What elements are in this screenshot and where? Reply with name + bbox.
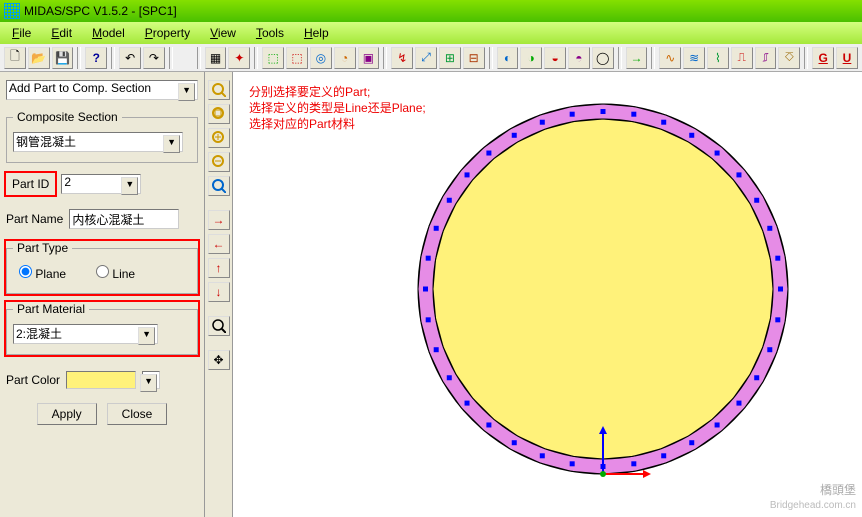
line-radio-label[interactable]: Line	[96, 265, 135, 281]
arrow-right-icon[interactable]: →	[208, 210, 230, 230]
pan-zoom-icon[interactable]	[208, 316, 230, 336]
u-icon[interactable]: U	[836, 47, 858, 69]
part-id-dropdown[interactable]: 2	[61, 174, 141, 194]
open-icon[interactable]: 📂	[28, 47, 50, 69]
plane-radio[interactable]	[19, 265, 32, 278]
part-type-group: Part Type Plane Line	[6, 241, 198, 294]
menu-edit[interactable]: Edit	[43, 24, 80, 42]
set-e-icon[interactable]: ◯	[592, 47, 614, 69]
curve-d-icon[interactable]: ⎍	[731, 47, 753, 69]
curve-e-icon[interactable]: ⎎	[755, 47, 777, 69]
new-icon[interactable]: 🗋	[4, 47, 26, 69]
part-color-label: Part Color	[6, 373, 60, 387]
line-radio[interactable]	[96, 265, 109, 278]
part-id-value: 2	[64, 175, 71, 189]
composite-section-dropdown[interactable]: 钢管混凝土	[13, 132, 183, 152]
tool-b-icon[interactable]: ⬚	[286, 47, 308, 69]
set-b-icon[interactable]: ◑	[520, 47, 542, 69]
undo-icon[interactable]: ↶	[119, 47, 141, 69]
part-color-dropdown-arrow[interactable]	[142, 371, 160, 389]
main-action-label: Add Part to Comp. Section	[9, 81, 151, 95]
composite-section-value: 钢管混凝土	[16, 135, 76, 149]
menu-help[interactable]: Help	[296, 24, 337, 42]
part-name-label: Part Name	[6, 212, 63, 226]
tool-c-icon[interactable]: ◎	[310, 47, 332, 69]
zoom-window-icon[interactable]	[208, 104, 230, 124]
main-action-dropdown[interactable]: Add Part to Comp. Section	[6, 80, 198, 100]
set-a-icon[interactable]: ◐	[497, 47, 519, 69]
curve-a-icon[interactable]: ∿	[659, 47, 681, 69]
save-icon[interactable]: 💾	[52, 47, 74, 69]
snap-icon[interactable]: ✦	[228, 47, 250, 69]
arrow-up-icon[interactable]: ↑	[208, 258, 230, 278]
part-color-swatch[interactable]	[66, 371, 136, 389]
transform-c-icon[interactable]: ⊞	[439, 47, 461, 69]
menu-view[interactable]: View	[202, 24, 244, 42]
transform-d-icon[interactable]: ⊟	[463, 47, 485, 69]
menu-tools[interactable]: Tools	[248, 24, 292, 42]
view-toolbar: → ← ↑ ↓ ✥	[205, 72, 233, 517]
tool-a-icon[interactable]: ⬚	[262, 47, 284, 69]
curve-c-icon[interactable]: ⌇	[707, 47, 729, 69]
g-icon[interactable]: G	[812, 47, 834, 69]
toolbar-main: 🗋 📂 💾 ? ↶ ↷ ▦ ✦ ⬚ ⬚ ◎ ◔ ▣ ↯ ⤢ ⊞ ⊟ ◐ ◑ ◒ …	[0, 44, 862, 72]
zoom-out-icon[interactable]	[208, 152, 230, 172]
set-d-icon[interactable]: ◓	[568, 47, 590, 69]
canvas[interactable]: 分别选择要定义的Part; 选择定义的类型是Line还是Plane; 选择对应的…	[233, 72, 862, 517]
transform-b-icon[interactable]: ⤢	[415, 47, 437, 69]
part-material-legend: Part Material	[13, 302, 89, 316]
arrow-green-icon[interactable]: →	[626, 47, 648, 69]
tool-d-icon[interactable]: ◔	[334, 47, 356, 69]
curve-b-icon[interactable]: ≋	[683, 47, 705, 69]
part-material-group: Part Material 2:混凝土	[6, 302, 198, 355]
part-id-label: Part ID	[6, 173, 55, 195]
help-icon[interactable]: ?	[85, 47, 107, 69]
menu-model[interactable]: Model	[84, 24, 133, 42]
arrow-left-icon[interactable]: ←	[208, 234, 230, 254]
title-bar: MIDAS/SPC V1.5.2 - [SPC1]	[0, 0, 862, 22]
part-material-dropdown[interactable]: 2:混凝土	[13, 324, 158, 344]
composite-section-group: Composite Section 钢管混凝土	[6, 110, 198, 163]
part-name-input[interactable]	[69, 209, 179, 229]
composite-section-legend: Composite Section	[13, 110, 122, 124]
section-drawing	[233, 72, 861, 517]
app-title: MIDAS/SPC V1.5.2 - [SPC1]	[24, 4, 177, 18]
menu-bar[interactable]: File Edit Model Property View Tools Help	[0, 22, 862, 44]
curve-f-icon[interactable]: ⎏	[778, 47, 800, 69]
part-type-legend: Part Type	[13, 241, 72, 255]
side-panel: Add Part to Comp. Section Composite Sect…	[0, 72, 205, 517]
menu-property[interactable]: Property	[137, 24, 198, 42]
close-button[interactable]: Close	[107, 403, 168, 425]
plane-radio-label[interactable]: Plane	[19, 265, 66, 281]
zoom-in-icon[interactable]	[208, 128, 230, 148]
apply-button[interactable]: Apply	[37, 403, 97, 425]
grid-icon[interactable]: ▦	[205, 47, 227, 69]
transform-a-icon[interactable]: ↯	[391, 47, 413, 69]
redo-icon[interactable]: ↷	[143, 47, 165, 69]
arrow-down-icon[interactable]: ↓	[208, 282, 230, 302]
app-icon	[4, 3, 20, 19]
move-icon[interactable]: ✥	[208, 350, 230, 370]
tool-e-icon[interactable]: ▣	[358, 47, 380, 69]
menu-file[interactable]: File	[4, 24, 39, 42]
zoom-fit-icon[interactable]	[208, 80, 230, 100]
set-c-icon[interactable]: ◒	[544, 47, 566, 69]
zoom-dyn-icon[interactable]	[208, 176, 230, 196]
watermark: 橋頭堡 Bridgehead.com.cn	[770, 477, 856, 511]
part-material-value: 2:混凝土	[16, 327, 62, 341]
